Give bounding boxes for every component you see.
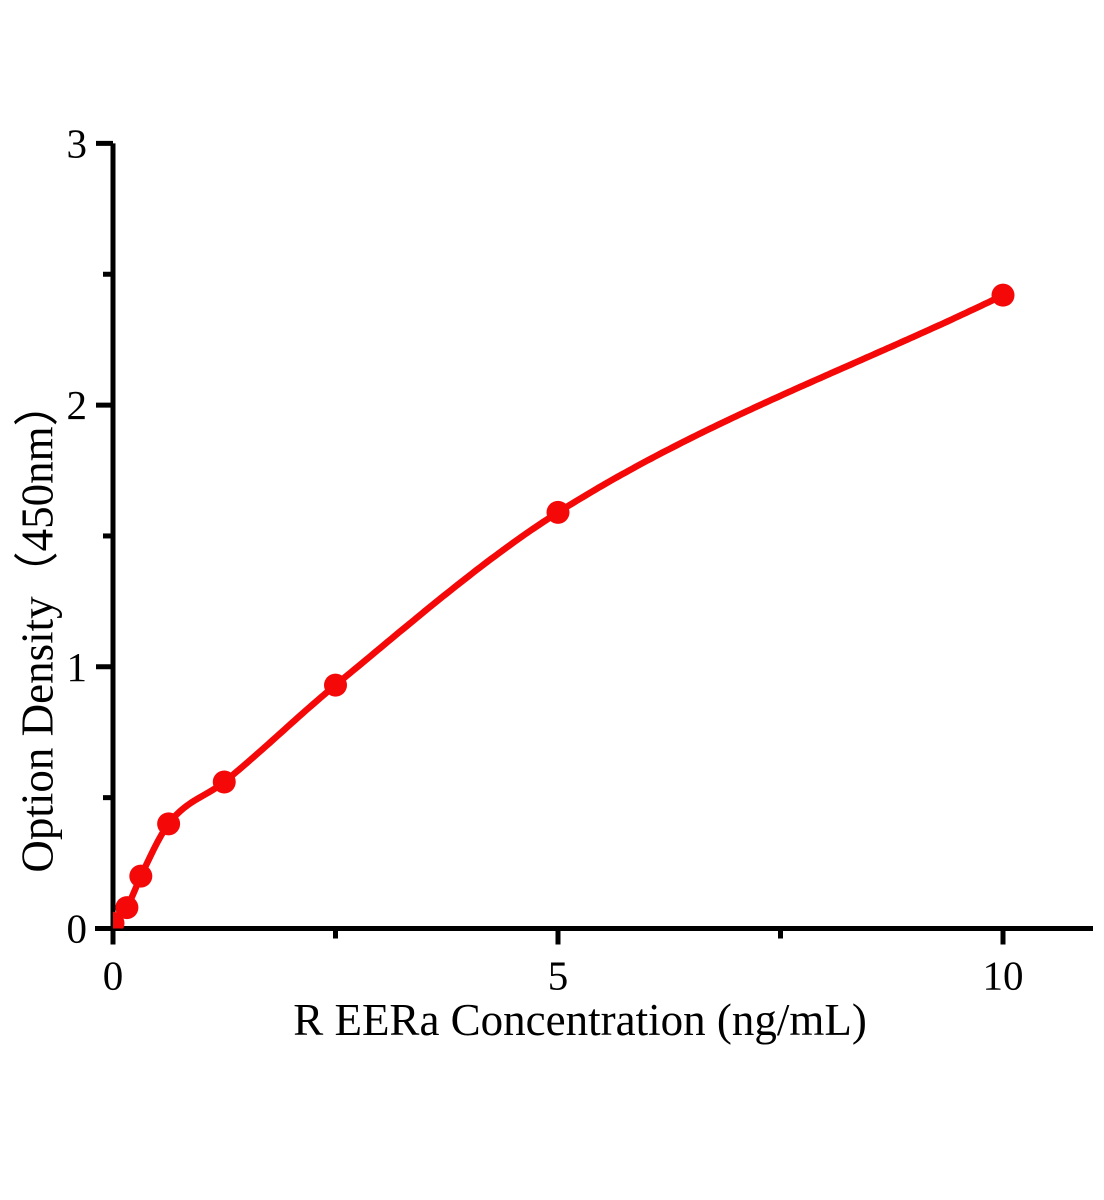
- data-point: [991, 283, 1015, 307]
- data-point: [212, 770, 236, 794]
- y-tick-label-0: 0: [67, 906, 88, 952]
- data-point: [157, 812, 181, 836]
- x-tick-label-5: 5: [548, 953, 569, 999]
- data-point: [324, 673, 347, 697]
- y-tick-label-1: 1: [67, 644, 88, 690]
- data-point: [129, 864, 153, 888]
- y-tick-label-3: 3: [67, 120, 88, 166]
- data-points: [113, 283, 1015, 929]
- y-axis-title: Option Density（450nm）: [12, 381, 63, 873]
- y-tick-label-2: 2: [67, 382, 88, 428]
- x-tick-label-0: 0: [103, 953, 124, 999]
- data-point: [546, 500, 570, 524]
- x-tick-label-10: 10: [983, 953, 1024, 999]
- x-axis-title: R EERa Concentration (ng/mL): [293, 995, 867, 1045]
- tick-labels: 0 1 2 3 0 5 10: [67, 120, 1024, 998]
- axes: [95, 140, 1093, 945]
- data-point: [115, 896, 139, 920]
- fit-curve: [113, 291, 1007, 927]
